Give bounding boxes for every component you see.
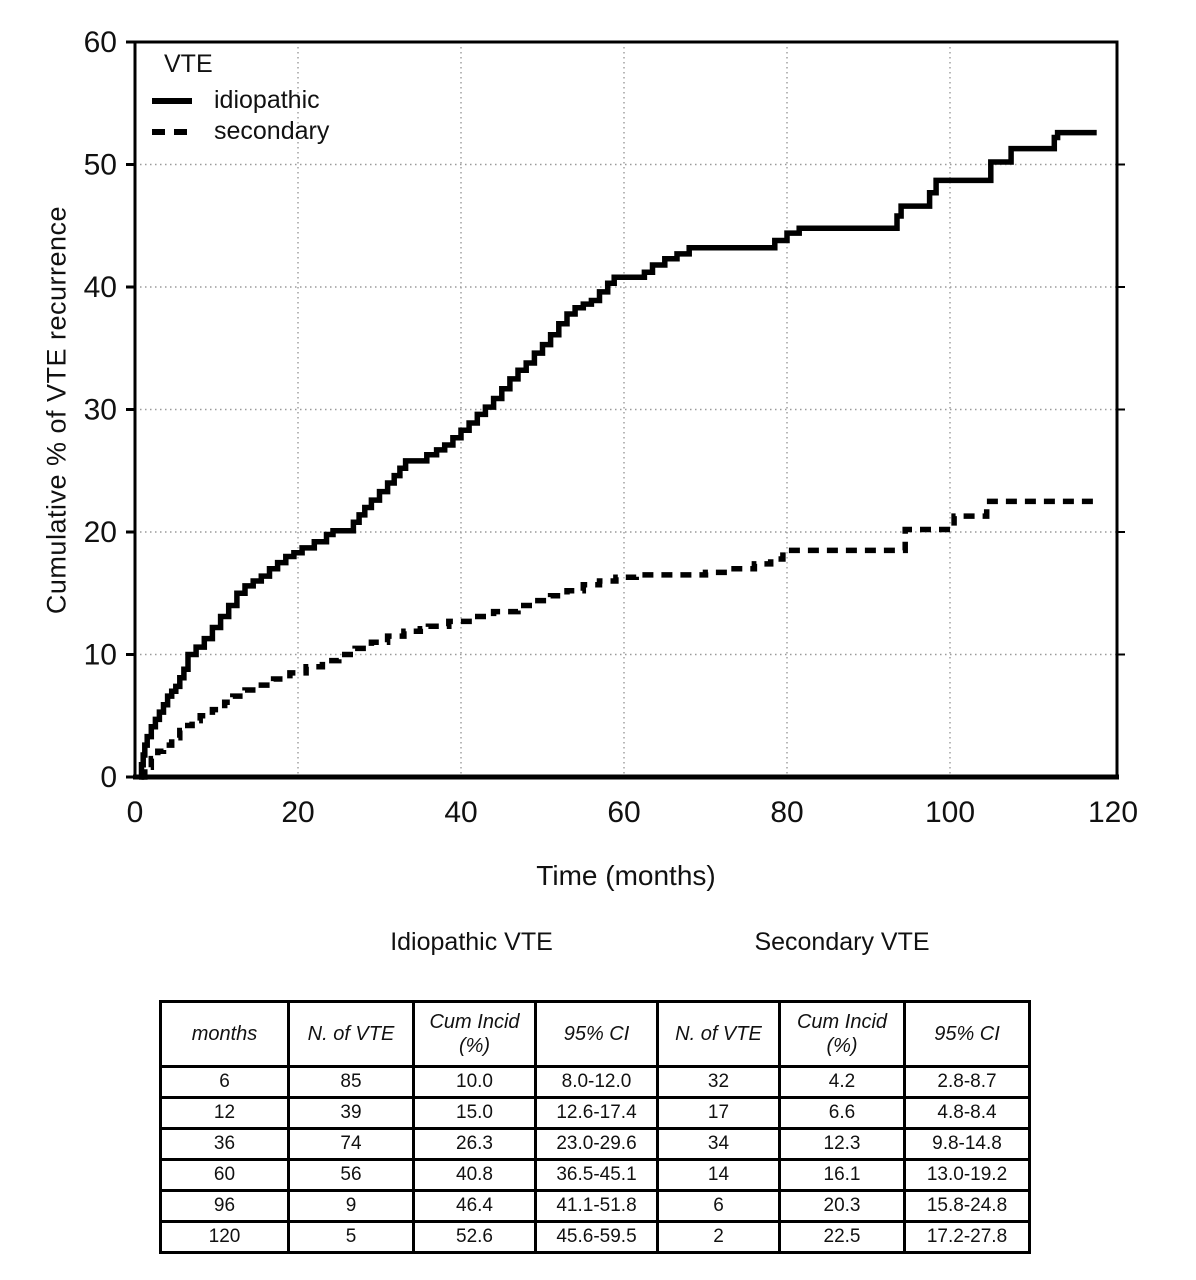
- header-cell: months: [159, 1000, 290, 1068]
- idiopathic-curve: [138, 129, 1097, 780]
- table-cell: 16.1: [778, 1158, 906, 1192]
- x-tick-label: 60: [607, 796, 640, 829]
- table-cell: 40.8: [412, 1158, 537, 1192]
- table-row: 96 9 46.4 41.1-51.8 6 20.3 15.8-24.8: [159, 1189, 1031, 1223]
- table-cell: 22.5: [778, 1220, 906, 1254]
- legend-item-idiopathic: idiopathic: [152, 85, 329, 116]
- x-tick-label: 20: [281, 796, 314, 829]
- table-cell: 6: [656, 1189, 781, 1223]
- table-cell: 17.2-27.8: [903, 1220, 1031, 1254]
- header-cell: N. of VTE: [656, 1000, 781, 1068]
- y-tick-label: 60: [84, 26, 117, 59]
- table-cell: 2: [656, 1220, 781, 1254]
- table-cell: 120: [159, 1220, 290, 1254]
- table-cell: 6.6: [778, 1096, 906, 1130]
- header-cell: Cum Incid (%): [778, 1000, 906, 1068]
- table-cell: 6: [159, 1065, 290, 1099]
- table-cell: 15.8-24.8: [903, 1189, 1031, 1223]
- table-cell: 85: [287, 1065, 415, 1099]
- table-cell: 12.6-17.4: [534, 1096, 659, 1130]
- header-cell: 95% CI: [534, 1000, 659, 1068]
- legend-title: VTE: [164, 50, 213, 78]
- table-cell: 46.4: [412, 1189, 537, 1223]
- table-row: 60 56 40.8 36.5-45.1 14 16.1 13.0-19.2: [159, 1158, 1031, 1192]
- summary-table: months N. of VTE Cum Incid (%) 95% CI N. of …: [159, 1000, 1031, 1254]
- legend: VTE idiopathic secondary: [152, 50, 329, 147]
- km-chart-svg: 0 10 20 30 40 50 60 0 20 40 60 80 100 120: [84, 26, 1138, 829]
- x-tick-label: 40: [444, 796, 477, 829]
- table-cell: 12: [159, 1096, 290, 1130]
- table-cell: 26.3: [412, 1127, 537, 1161]
- table-row: 12 39 15.0 12.6-17.4 17 6.6 4.8-8.4: [159, 1096, 1031, 1130]
- table-cell: 14: [656, 1158, 781, 1192]
- table-cell: 15.0: [412, 1096, 537, 1130]
- table-cell: 4.2: [778, 1065, 906, 1099]
- y-tick-label: 0: [100, 761, 117, 794]
- y-axis-title: Cumulative % of VTE recurrence: [41, 205, 72, 615]
- solid-line-icon: [152, 97, 192, 104]
- table-cell: 36: [159, 1127, 290, 1161]
- y-tick-label: 50: [84, 149, 117, 182]
- x-tick-label: 100: [925, 796, 975, 829]
- table-caption-secondary: Secondary VTE: [754, 928, 930, 956]
- table-row: 120 5 52.6 45.6-59.5 2 22.5 17.2-27.8: [159, 1220, 1031, 1254]
- table-cell: 74: [287, 1127, 415, 1161]
- table-cell: 41.1-51.8: [534, 1189, 659, 1223]
- summary-table-body: 6 85 10.0 8.0-12.0 32 4.2 2.8-8.7 12 39 15.0 12.6-…: [159, 1065, 1031, 1254]
- table-cell: 23.0-29.6: [534, 1127, 659, 1161]
- table-cell: 2.8-8.7: [903, 1065, 1031, 1099]
- table-cell: 9.8-14.8: [903, 1127, 1031, 1161]
- table-caption-idiopathic: Idiopathic VTE: [390, 928, 553, 956]
- y-tick-label: 30: [84, 394, 117, 427]
- table-cell: 96: [159, 1189, 290, 1223]
- table-cell: 56: [287, 1158, 415, 1192]
- table-cell: 17: [656, 1096, 781, 1130]
- x-tick-label: 80: [770, 796, 803, 829]
- legend-item-label: idiopathic: [214, 86, 320, 114]
- x-axis-title: Time (months): [536, 860, 716, 891]
- header-row: months N. of VTE Cum Incid (%) 95% CI N. of …: [159, 1000, 1031, 1068]
- table-cell: 12.3: [778, 1127, 906, 1161]
- table-cell: 36.5-45.1: [534, 1158, 659, 1192]
- y-tick-label: 40: [84, 271, 117, 304]
- table-cell: 10.0: [412, 1065, 537, 1099]
- legend-item-label: secondary: [214, 117, 330, 145]
- x-tick-label: 0: [127, 796, 144, 829]
- table-cell: 4.8-8.4: [903, 1096, 1031, 1130]
- header-cell: 95% CI: [903, 1000, 1031, 1068]
- summary-table-header: months N. of VTE Cum Incid (%) 95% CI N. of …: [159, 1000, 1031, 1068]
- table-cell: 34: [656, 1127, 781, 1161]
- table-cell: 8.0-12.0: [534, 1065, 659, 1099]
- secondary-curve: [141, 498, 1097, 780]
- table-cell: 5: [287, 1220, 415, 1254]
- table-cell: 20.3: [778, 1189, 906, 1223]
- y-tick-label: 20: [84, 516, 117, 549]
- header-cell: N. of VTE: [287, 1000, 415, 1068]
- table-cell: 9: [287, 1189, 415, 1223]
- table-cell: 39: [287, 1096, 415, 1130]
- y-tick-label: 10: [84, 639, 117, 672]
- table-cell: 52.6: [412, 1220, 537, 1254]
- table-cell: 32: [656, 1065, 781, 1099]
- table-row: 6 85 10.0 8.0-12.0 32 4.2 2.8-8.7: [159, 1065, 1031, 1099]
- x-tick-label: 120: [1088, 796, 1138, 829]
- km-plot: 0 10 20 30 40 50 60 0 20 40 60 80 100 120 Cumulative …: [41, 26, 1139, 891]
- table-row: 36 74 26.3 23.0-29.6 34 12.3 9.8-14.8: [159, 1127, 1031, 1161]
- table-cell: 60: [159, 1158, 290, 1192]
- header-cell: Cum Incid (%): [412, 1000, 537, 1068]
- dashed-line-icon: [152, 128, 192, 135]
- table-cell: 45.6-59.5: [534, 1220, 659, 1254]
- legend-item-secondary: secondary: [152, 116, 329, 147]
- table-cell: 13.0-19.2: [903, 1158, 1031, 1192]
